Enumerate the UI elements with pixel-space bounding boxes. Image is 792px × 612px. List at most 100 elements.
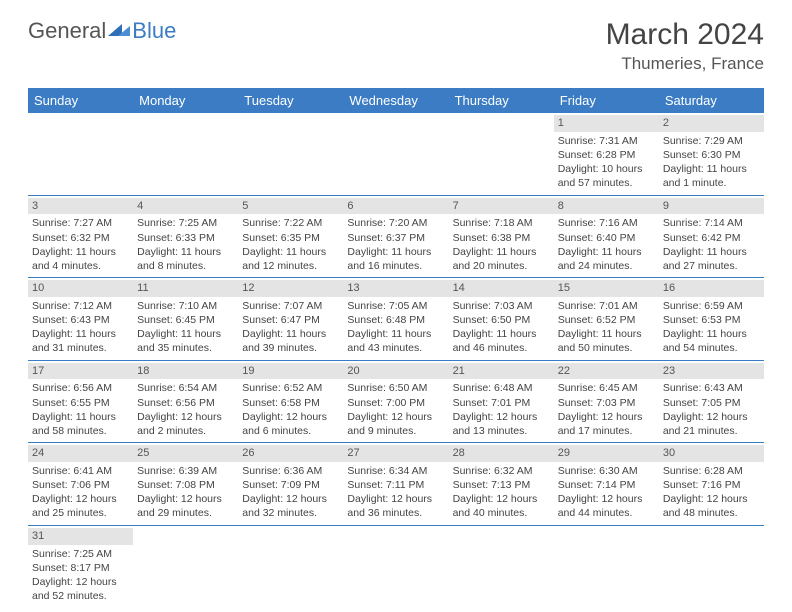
sunset-text: Sunset: 7:01 PM	[453, 396, 550, 410]
sunrise-text: Sunrise: 6:32 AM	[453, 464, 550, 478]
day-number: 6	[343, 198, 448, 215]
daylight-text: Daylight: 12 hours and 36 minutes.	[347, 492, 444, 520]
sunset-text: Sunset: 8:17 PM	[32, 561, 129, 575]
sunset-text: Sunset: 6:45 PM	[137, 313, 234, 327]
day-cell: 26Sunrise: 6:36 AMSunset: 7:09 PMDayligh…	[238, 443, 343, 525]
sunset-text: Sunset: 7:13 PM	[453, 478, 550, 492]
day-number: 31	[28, 528, 133, 545]
day-number: 3	[28, 198, 133, 215]
daylight-text: Daylight: 11 hours and 20 minutes.	[453, 245, 550, 273]
sunrise-text: Sunrise: 7:07 AM	[242, 299, 339, 313]
empty-cell	[133, 113, 238, 195]
daylight-text: Daylight: 11 hours and 8 minutes.	[137, 245, 234, 273]
daylight-text: Daylight: 11 hours and 4 minutes.	[32, 245, 129, 273]
daylight-text: Daylight: 10 hours and 57 minutes.	[558, 162, 655, 190]
sunrise-text: Sunrise: 6:48 AM	[453, 381, 550, 395]
header: General Blue March 2024 Thumeries, Franc…	[0, 0, 792, 80]
sunrise-text: Sunrise: 6:50 AM	[347, 381, 444, 395]
sunset-text: Sunset: 7:05 PM	[663, 396, 760, 410]
sunrise-text: Sunrise: 6:56 AM	[32, 381, 129, 395]
day-cell: 12Sunrise: 7:07 AMSunset: 6:47 PMDayligh…	[238, 278, 343, 360]
day-cell: 31Sunrise: 7:25 AMSunset: 8:17 PMDayligh…	[28, 526, 133, 608]
day-number: 23	[659, 363, 764, 380]
day-number: 14	[449, 280, 554, 297]
day-number: 24	[28, 445, 133, 462]
day-cell: 8Sunrise: 7:16 AMSunset: 6:40 PMDaylight…	[554, 196, 659, 278]
location: Thumeries, France	[606, 54, 764, 74]
sunset-text: Sunset: 6:28 PM	[558, 148, 655, 162]
day-cell: 20Sunrise: 6:50 AMSunset: 7:00 PMDayligh…	[343, 361, 448, 443]
sunrise-text: Sunrise: 6:45 AM	[558, 381, 655, 395]
day-number: 9	[659, 198, 764, 215]
sunrise-text: Sunrise: 6:36 AM	[242, 464, 339, 478]
day-cell: 30Sunrise: 6:28 AMSunset: 7:16 PMDayligh…	[659, 443, 764, 525]
sunrise-text: Sunrise: 6:28 AM	[663, 464, 760, 478]
empty-cell	[238, 526, 343, 608]
day-number: 15	[554, 280, 659, 297]
day-header: Sunday	[28, 88, 133, 113]
day-cell: 6Sunrise: 7:20 AMSunset: 6:37 PMDaylight…	[343, 196, 448, 278]
day-cell: 16Sunrise: 6:59 AMSunset: 6:53 PMDayligh…	[659, 278, 764, 360]
day-header-row: SundayMondayTuesdayWednesdayThursdayFrid…	[28, 88, 764, 113]
day-cell: 25Sunrise: 6:39 AMSunset: 7:08 PMDayligh…	[133, 443, 238, 525]
day-cell: 17Sunrise: 6:56 AMSunset: 6:55 PMDayligh…	[28, 361, 133, 443]
empty-cell	[659, 526, 764, 608]
day-cell: 9Sunrise: 7:14 AMSunset: 6:42 PMDaylight…	[659, 196, 764, 278]
sunrise-text: Sunrise: 7:03 AM	[453, 299, 550, 313]
empty-cell	[554, 526, 659, 608]
empty-cell	[449, 113, 554, 195]
week-row: 3Sunrise: 7:27 AMSunset: 6:32 PMDaylight…	[28, 196, 764, 279]
daylight-text: Daylight: 12 hours and 17 minutes.	[558, 410, 655, 438]
daylight-text: Daylight: 11 hours and 58 minutes.	[32, 410, 129, 438]
empty-cell	[28, 113, 133, 195]
sunset-text: Sunset: 6:48 PM	[347, 313, 444, 327]
day-cell: 5Sunrise: 7:22 AMSunset: 6:35 PMDaylight…	[238, 196, 343, 278]
day-cell: 10Sunrise: 7:12 AMSunset: 6:43 PMDayligh…	[28, 278, 133, 360]
daylight-text: Daylight: 12 hours and 44 minutes.	[558, 492, 655, 520]
sunrise-text: Sunrise: 7:20 AM	[347, 216, 444, 230]
day-number: 8	[554, 198, 659, 215]
sunset-text: Sunset: 6:43 PM	[32, 313, 129, 327]
sunrise-text: Sunrise: 6:59 AM	[663, 299, 760, 313]
sunrise-text: Sunrise: 6:34 AM	[347, 464, 444, 478]
sunrise-text: Sunrise: 7:10 AM	[137, 299, 234, 313]
sunset-text: Sunset: 6:47 PM	[242, 313, 339, 327]
daylight-text: Daylight: 11 hours and 24 minutes.	[558, 245, 655, 273]
day-cell: 11Sunrise: 7:10 AMSunset: 6:45 PMDayligh…	[133, 278, 238, 360]
day-number: 10	[28, 280, 133, 297]
daylight-text: Daylight: 12 hours and 48 minutes.	[663, 492, 760, 520]
sunset-text: Sunset: 7:16 PM	[663, 478, 760, 492]
daylight-text: Daylight: 12 hours and 6 minutes.	[242, 410, 339, 438]
title-block: March 2024 Thumeries, France	[606, 18, 764, 74]
sunset-text: Sunset: 6:40 PM	[558, 231, 655, 245]
sunset-text: Sunset: 6:42 PM	[663, 231, 760, 245]
sunrise-text: Sunrise: 7:05 AM	[347, 299, 444, 313]
day-cell: 22Sunrise: 6:45 AMSunset: 7:03 PMDayligh…	[554, 361, 659, 443]
sunset-text: Sunset: 6:37 PM	[347, 231, 444, 245]
sunrise-text: Sunrise: 7:14 AM	[663, 216, 760, 230]
sunrise-text: Sunrise: 7:16 AM	[558, 216, 655, 230]
day-cell: 19Sunrise: 6:52 AMSunset: 6:58 PMDayligh…	[238, 361, 343, 443]
sunrise-text: Sunrise: 6:39 AM	[137, 464, 234, 478]
day-number: 19	[238, 363, 343, 380]
sunset-text: Sunset: 6:52 PM	[558, 313, 655, 327]
sunrise-text: Sunrise: 7:29 AM	[663, 134, 760, 148]
week-row: 1Sunrise: 7:31 AMSunset: 6:28 PMDaylight…	[28, 113, 764, 196]
day-cell: 18Sunrise: 6:54 AMSunset: 6:56 PMDayligh…	[133, 361, 238, 443]
sunset-text: Sunset: 6:30 PM	[663, 148, 760, 162]
daylight-text: Daylight: 11 hours and 12 minutes.	[242, 245, 339, 273]
sunset-text: Sunset: 7:11 PM	[347, 478, 444, 492]
sunset-text: Sunset: 6:53 PM	[663, 313, 760, 327]
daylight-text: Daylight: 12 hours and 21 minutes.	[663, 410, 760, 438]
day-number: 29	[554, 445, 659, 462]
daylight-text: Daylight: 11 hours and 1 minute.	[663, 162, 760, 190]
day-header: Tuesday	[238, 88, 343, 113]
day-number: 4	[133, 198, 238, 215]
sunset-text: Sunset: 6:56 PM	[137, 396, 234, 410]
sunrise-text: Sunrise: 7:18 AM	[453, 216, 550, 230]
day-header: Friday	[554, 88, 659, 113]
logo: General Blue	[28, 18, 176, 44]
sunrise-text: Sunrise: 6:43 AM	[663, 381, 760, 395]
day-cell: 14Sunrise: 7:03 AMSunset: 6:50 PMDayligh…	[449, 278, 554, 360]
day-number: 1	[554, 115, 659, 132]
